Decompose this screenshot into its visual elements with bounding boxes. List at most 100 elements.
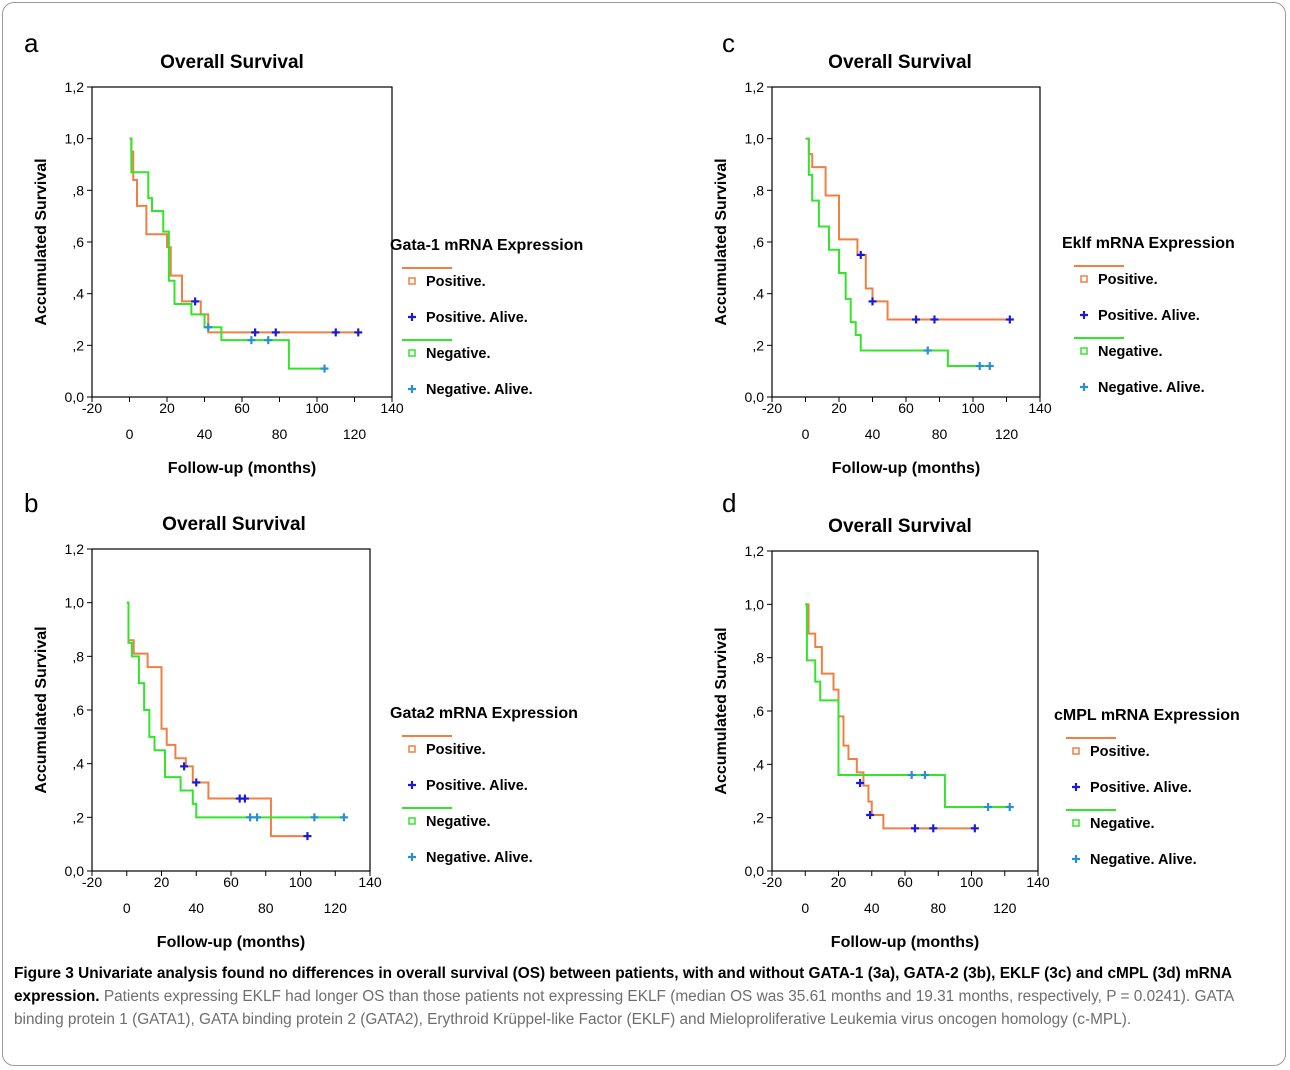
panel-letter-c: c (722, 28, 735, 58)
caption-heading: Figure 3 Univariate analysis found no di… (14, 965, 1232, 1005)
censor-mark-negative (247, 336, 256, 345)
y-tick-label: ,8 (72, 182, 84, 198)
survival-curve-negative (126, 601, 344, 819)
y-axis-label: Accumulated Survival (33, 158, 50, 325)
censor-mark-negative (985, 362, 994, 370)
y-tick-label: ,6 (72, 234, 84, 250)
chart-svg-d: Overall Survival 0,0 ,2 ,4 ,6 ,8 1,0 1,2 -20 20 60… (713, 516, 1240, 951)
x-tick-label: 140 (1026, 874, 1050, 890)
legend-title: cMPL mRNA Expression (1054, 707, 1240, 724)
y-tick-label: ,2 (752, 810, 764, 826)
legend-label: Positive. (426, 742, 486, 758)
y-tick-label: 0,0 (65, 863, 85, 879)
chart-panel-a: a Overall Survival 0,0 ,2 ,4 ,6 ,8 1,0 1,2 -20 20… (0, 0, 650, 480)
censor-mark-positive (1005, 315, 1014, 324)
x-tick-label: 140 (380, 400, 404, 416)
censor-mark-negative (975, 362, 984, 370)
x-tick-label: 80 (272, 426, 288, 442)
chart-svg-b: Overall Survival 0,0 ,2 ,4 ,6 ,8 1,0 1,2 -20 20 60… (33, 514, 578, 951)
legend-label: Negative. Alive. (1090, 852, 1197, 868)
x-tick-label: 40 (864, 900, 880, 916)
censor-mark-positive (929, 824, 938, 833)
y-axis-label: Accumulated Survival (713, 158, 730, 325)
censor-mark-negative (253, 813, 262, 822)
censor-mark-positive (192, 778, 201, 787)
legend-marker-square (408, 817, 416, 825)
chart-svg-c: Overall Survival 0,0 ,2 ,4 ,6 ,8 1,0 1,2 -20 20 60… (713, 52, 1235, 477)
legend-label: Negative. Alive. (1098, 380, 1205, 396)
x-tick-label: 80 (932, 426, 948, 442)
censor-mark-positive (303, 832, 312, 841)
x-tick-label: 20 (831, 400, 847, 416)
legend-marker-square (1072, 819, 1080, 827)
legend-label: Negative. (1090, 816, 1154, 832)
chart-title: Overall Survival (828, 516, 972, 537)
survival-curve-positive (126, 601, 308, 838)
x-tick-label: 20 (159, 400, 175, 416)
x-tick-label: 80 (258, 900, 274, 916)
chart-panel-b: b Overall Survival 0,0 ,2 ,4 ,6 ,8 1,0 1,2 -20 20… (0, 0, 650, 960)
x-tick-label: 60 (223, 874, 239, 890)
y-tick-label: 1,2 (65, 79, 85, 95)
x-tick-label: 0 (801, 900, 809, 916)
x-tick-label: 20 (831, 874, 847, 890)
x-tick-label: -20 (82, 400, 102, 416)
chart-title: Overall Survival (160, 52, 304, 73)
y-tick-label: 0,0 (65, 389, 85, 405)
y-tick-label: ,6 (752, 703, 764, 719)
legend-title: Gata-1 mRNA Expression (390, 237, 583, 254)
y-tick-label: ,6 (752, 234, 764, 250)
y-tick-label: ,4 (72, 756, 84, 772)
legend-marker-square (408, 349, 416, 357)
x-tick-label: 120 (324, 900, 348, 916)
x-tick-label: 80 (930, 900, 946, 916)
censor-mark-positive (856, 779, 865, 787)
chart-svg-a: Overall Survival 0,0 ,2 ,4 ,6 ,8 1,0 1,2 -20 20 60… (33, 52, 583, 477)
censor-mark-positive (271, 328, 280, 337)
figure-caption: Figure 3 Univariate analysis found no di… (14, 962, 1276, 1031)
legend-label: Positive. (426, 274, 486, 290)
y-tick-label: ,6 (72, 702, 84, 718)
chart-panel-d: d Overall Survival 0,0 ,2 ,4 ,6 ,8 1,0 1,2 -20 20… (713, 488, 1240, 951)
legend-marker-square (408, 745, 416, 753)
y-axis-label: Accumulated Survival (713, 627, 730, 794)
x-axis-label: Follow-up (months) (168, 460, 316, 477)
censor-mark-positive (930, 315, 939, 324)
censor-mark-positive (191, 297, 200, 306)
legend-marker-square (1080, 275, 1088, 283)
censor-mark-negative (204, 323, 213, 332)
legend-label: Negative. (426, 346, 490, 362)
legend-label: Positive. Alive. (1098, 308, 1200, 324)
censor-mark-positive (866, 811, 875, 819)
x-tick-label: 0 (123, 900, 131, 916)
x-tick-label: 100 (961, 400, 985, 416)
y-tick-label: 1,2 (65, 541, 85, 557)
legend-marker-square (408, 277, 416, 285)
censor-mark-positive (910, 824, 919, 833)
x-tick-label: -20 (762, 874, 782, 890)
y-tick-label: ,8 (752, 182, 764, 198)
legend-label: Positive. Alive. (426, 778, 528, 794)
x-axis-label: Follow-up (months) (157, 934, 305, 951)
censor-mark-positive (240, 794, 249, 803)
legend-label: Negative. (426, 814, 490, 830)
x-tick-label: -20 (762, 400, 782, 416)
censor-mark-positive (868, 297, 877, 306)
panel-letter-a: a (24, 28, 39, 58)
censor-mark-negative (246, 813, 255, 822)
panel-letter-b: b (24, 488, 39, 518)
survival-curve-negative (129, 137, 325, 370)
censor-mark-negative (339, 813, 348, 822)
x-tick-label: 140 (358, 874, 382, 890)
x-tick-label: 0 (802, 426, 810, 442)
survival-curve-negative (805, 137, 990, 367)
y-tick-label: ,4 (752, 756, 764, 772)
legend-title: Gata2 mRNA Expression (390, 705, 578, 722)
y-tick-label: 1,2 (745, 79, 765, 95)
legend-label: Negative. Alive. (426, 850, 533, 866)
y-tick-label: ,2 (72, 809, 84, 825)
censor-mark-positive (180, 762, 189, 771)
y-tick-label: ,8 (752, 650, 764, 666)
y-tick-label: 1,2 (745, 543, 765, 559)
censor-mark-negative (984, 803, 993, 811)
